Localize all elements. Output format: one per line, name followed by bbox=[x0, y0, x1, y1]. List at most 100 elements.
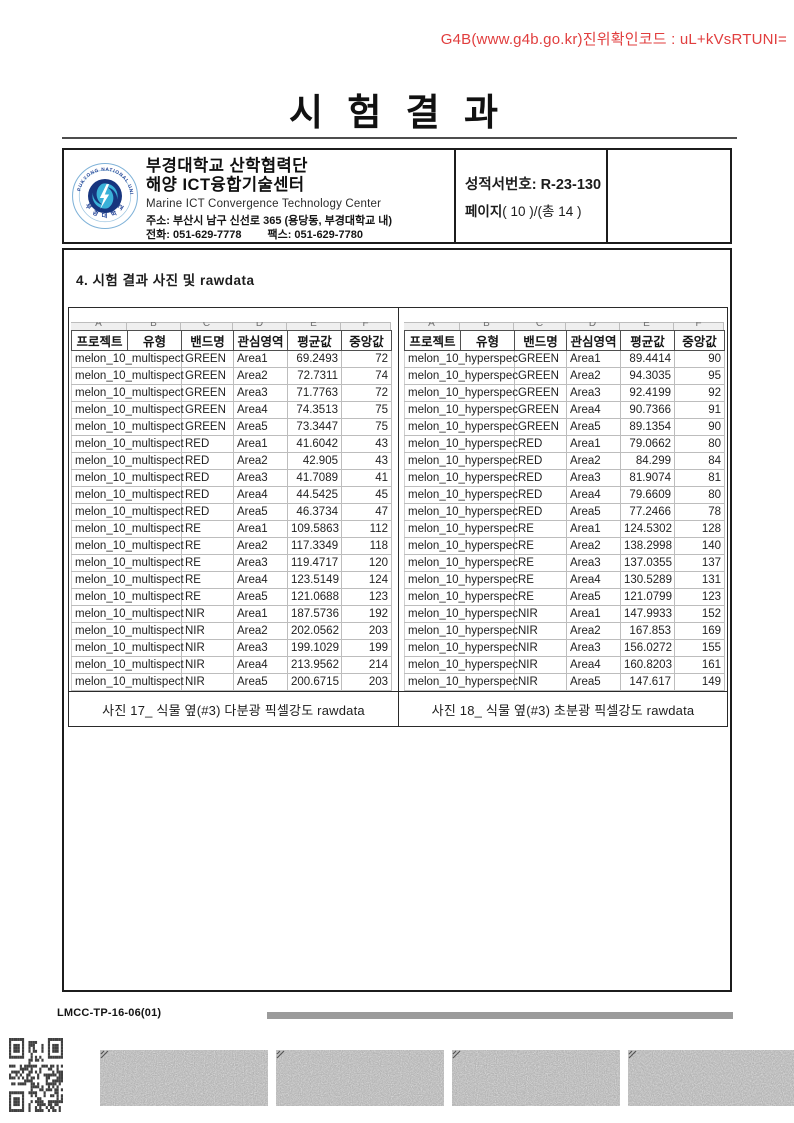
cell-num: 119.4717 bbox=[287, 554, 342, 572]
cell-num: 44.5425 bbox=[287, 486, 342, 504]
cell-num: 81.9074 bbox=[620, 469, 675, 487]
table-row: melon_10_multispect RE Area3 119.4717 120 bbox=[71, 554, 392, 572]
cell-proj: melon_10_multispect bbox=[71, 350, 184, 368]
cell-area: Area4 bbox=[566, 401, 621, 419]
org-name-line1: 부경대학교 산학협력단 bbox=[146, 157, 308, 175]
table-row: melon_10_multispect NIR Area1 187.5736 192 bbox=[71, 605, 392, 623]
cell-num: 94.3035 bbox=[620, 367, 675, 385]
table-row: melon_10_multispect GREEN Area3 71.7763 72 bbox=[71, 384, 392, 402]
table-header-row: 프로젝트 유형 밴드명 관심영역 평균값 중앙값 bbox=[71, 330, 392, 351]
cell-num: 137.0355 bbox=[620, 554, 675, 572]
cell-area: Area5 bbox=[233, 503, 288, 521]
cell-num: 112 bbox=[341, 520, 392, 538]
rawdata-table: 프로젝트 유형 밴드명 관심영역 평균값 중앙값 melon_10_multispect G… bbox=[71, 330, 392, 691]
cell-num: 120 bbox=[341, 554, 392, 572]
cell-band: NIR bbox=[514, 673, 567, 691]
table-row: melon_10_multispect NIR Area5 200.6715 203 bbox=[71, 673, 392, 691]
cell-area: Area2 bbox=[566, 537, 621, 555]
table-row: melon_10_multispect GREEN Area2 72.7311 74 bbox=[71, 367, 392, 385]
report-number: 성적서번호: R-23-130 bbox=[465, 176, 602, 193]
cell-proj: melon_10_hyperspec bbox=[404, 673, 518, 691]
cell-proj: melon_10_multispect bbox=[71, 503, 184, 521]
org-info: 부경대학교 산학협력단 해양 ICT융합기술센터 Marine ICT Conv… bbox=[146, 150, 392, 242]
org-fax: 팩스: 051-629-7780 bbox=[267, 229, 363, 242]
org-contacts: 전화: 051-629-7778 팩스: 051-629-7780 bbox=[146, 229, 392, 242]
cell-proj: melon_10_hyperspec bbox=[404, 656, 518, 674]
cell-band: RED bbox=[181, 452, 234, 470]
cell-num: 160.8203 bbox=[620, 656, 675, 674]
cell-proj: melon_10_multispect bbox=[71, 622, 184, 640]
cell-num: 124 bbox=[341, 571, 392, 589]
column-header: 프로젝트 bbox=[404, 330, 461, 351]
table-row: melon_10_hyperspec NIR Area1 147.9933 152 bbox=[404, 605, 725, 623]
cell-area: Area1 bbox=[233, 350, 288, 368]
cell-area: Area2 bbox=[233, 367, 288, 385]
cell-band: RE bbox=[181, 588, 234, 606]
cell-band: RED bbox=[514, 435, 567, 453]
table-row: melon_10_hyperspec NIR Area2 167.853 169 bbox=[404, 622, 725, 640]
cell-area: Area1 bbox=[566, 435, 621, 453]
noise-strip-3 bbox=[452, 1050, 620, 1106]
cell-num: 90 bbox=[674, 418, 725, 436]
cell-area: Area3 bbox=[566, 554, 621, 572]
cell-num: 41.7089 bbox=[287, 469, 342, 487]
org-address: 주소: 부산시 남구 신선로 365 (용당동, 부경대학교 내) bbox=[146, 214, 393, 227]
cell-num: 155 bbox=[674, 639, 725, 657]
qr-code-icon bbox=[9, 1038, 63, 1112]
cell-area: Area3 bbox=[233, 384, 288, 402]
cell-num: 74 bbox=[341, 367, 392, 385]
cell-num: 73.3447 bbox=[287, 418, 342, 436]
cell-num: 41 bbox=[341, 469, 392, 487]
cell-proj: melon_10_multispect bbox=[71, 571, 184, 589]
table-row: melon_10_hyperspec RED Area4 79.6609 80 bbox=[404, 486, 725, 504]
cell-proj: melon_10_hyperspec bbox=[404, 384, 518, 402]
table-row: melon_10_multispect RED Area5 46.3734 47 bbox=[71, 503, 392, 521]
org-name-line2: 해양 ICT융합기술센터 bbox=[146, 176, 305, 195]
column-header: 중앙값 bbox=[674, 330, 725, 351]
cell-num: 137 bbox=[674, 554, 725, 572]
column-letter: B bbox=[460, 322, 514, 330]
column-letter: F bbox=[674, 322, 724, 330]
cell-area: Area2 bbox=[233, 622, 288, 640]
cell-proj: melon_10_hyperspec bbox=[404, 554, 518, 572]
cell-area: Area1 bbox=[233, 605, 288, 623]
table-row: melon_10_multispect RED Area2 42.905 43 bbox=[71, 452, 392, 470]
cell-proj: melon_10_multispect bbox=[71, 673, 184, 691]
column-header: 프로젝트 bbox=[71, 330, 128, 351]
column-letter: D bbox=[233, 322, 287, 330]
report-meta-cell: 성적서번호: R-23-130 페이지( 10 )/(총 14 ) bbox=[454, 150, 606, 242]
cell-band: NIR bbox=[514, 622, 567, 640]
cell-proj: melon_10_multispect bbox=[71, 639, 184, 657]
cell-area: Area4 bbox=[233, 656, 288, 674]
university-logo: PUKYONG NATIONAL UNIVERSITY 부 경 대 학 교 bbox=[64, 150, 146, 230]
table-row: melon_10_multispect NIR Area4 213.9562 214 bbox=[71, 656, 392, 674]
column-header: 유형 bbox=[460, 330, 515, 351]
cell-num: 75 bbox=[341, 418, 392, 436]
cell-proj: melon_10_hyperspec bbox=[404, 605, 518, 623]
cell-proj: melon_10_multispect bbox=[71, 435, 184, 453]
cell-num: 72 bbox=[341, 384, 392, 402]
cell-num: 77.2466 bbox=[620, 503, 675, 521]
column-letter: A bbox=[71, 322, 127, 330]
caption-photo-18: 사진 18_ 식물 옆(#3) 초분광 픽셀강도 rawdata bbox=[398, 692, 727, 726]
cell-proj: melon_10_multispect bbox=[71, 401, 184, 419]
cell-num: 43 bbox=[341, 452, 392, 470]
cell-band: NIR bbox=[514, 656, 567, 674]
cell-proj: melon_10_hyperspec bbox=[404, 537, 518, 555]
cell-area: Area2 bbox=[233, 452, 288, 470]
cell-band: RE bbox=[514, 588, 567, 606]
cell-proj: melon_10_hyperspec bbox=[404, 639, 518, 657]
table-row: melon_10_multispect RE Area2 117.3349 118 bbox=[71, 537, 392, 555]
cell-num: 169 bbox=[674, 622, 725, 640]
cell-proj: melon_10_multispect bbox=[71, 452, 184, 470]
table-row: melon_10_hyperspec RE Area3 137.0355 137 bbox=[404, 554, 725, 572]
cell-band: RE bbox=[514, 571, 567, 589]
table-row: melon_10_multispect NIR Area3 199.1029 199 bbox=[71, 639, 392, 657]
column-letter: C bbox=[181, 322, 233, 330]
table-header-row: 프로젝트 유형 밴드명 관심영역 평균값 중앙값 bbox=[404, 330, 725, 351]
section-title: 4. 시험 결과 사진 및 rawdata bbox=[76, 273, 255, 288]
